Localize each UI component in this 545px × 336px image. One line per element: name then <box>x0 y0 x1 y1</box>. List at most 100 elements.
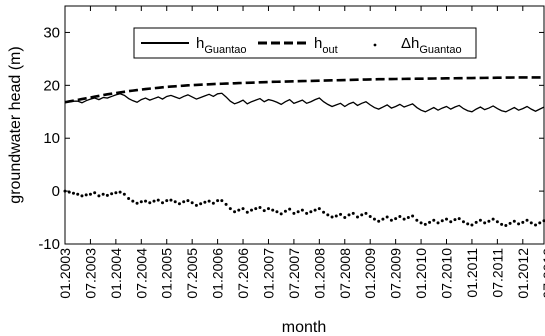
x-tick-label: 01.2003 <box>57 248 73 299</box>
data-point <box>406 216 410 220</box>
data-point <box>495 220 499 224</box>
y-tick-label: 10 <box>43 130 60 147</box>
data-point <box>169 198 173 202</box>
data-point <box>203 200 207 204</box>
data-point <box>432 218 436 222</box>
data-point <box>483 221 487 225</box>
data-point <box>470 223 474 227</box>
data-point <box>266 207 270 211</box>
data-point <box>317 207 321 211</box>
data-point <box>288 207 292 211</box>
data-point <box>402 217 406 221</box>
data-point <box>144 199 148 203</box>
data-point <box>258 206 262 210</box>
y-axis-ticks: -10 0 10 20 30 <box>38 24 544 253</box>
data-point <box>423 222 427 226</box>
data-point <box>411 214 415 218</box>
data-point <box>445 217 449 221</box>
series-layer <box>63 76 545 227</box>
x-tick-label: 07.2008 <box>337 248 353 299</box>
data-point <box>457 217 461 221</box>
data-point <box>101 192 105 196</box>
data-point <box>71 191 75 195</box>
x-tick-label: 07.2011 <box>489 248 505 298</box>
data-point <box>300 208 304 212</box>
data-point <box>334 214 338 218</box>
data-point <box>165 199 169 203</box>
data-point <box>131 199 135 203</box>
data-point <box>118 190 122 194</box>
data-point <box>377 219 381 223</box>
data-point <box>521 220 525 224</box>
data-point <box>105 193 109 197</box>
data-point <box>305 211 309 215</box>
data-point <box>449 220 453 224</box>
x-tick-label: 07.2009 <box>388 248 404 299</box>
data-point <box>330 215 334 219</box>
legend: hGuantao hout ΔhGuantao <box>133 27 477 59</box>
data-point <box>436 221 440 225</box>
data-point <box>322 210 326 214</box>
data-point <box>517 222 521 226</box>
data-point <box>296 210 300 214</box>
data-point <box>512 219 516 223</box>
data-point <box>394 217 398 221</box>
data-point <box>385 215 389 219</box>
data-point <box>372 217 376 221</box>
data-point <box>292 211 296 215</box>
series-dotted <box>63 189 545 227</box>
data-point <box>491 217 495 221</box>
data-point <box>110 192 114 196</box>
data-point <box>326 213 330 217</box>
data-point <box>237 208 241 212</box>
data-point <box>97 194 101 198</box>
data-point <box>534 223 538 227</box>
data-point <box>355 215 359 219</box>
data-point <box>283 209 287 213</box>
data-point <box>538 221 542 225</box>
data-point <box>339 212 343 216</box>
data-point <box>84 193 88 197</box>
data-point <box>271 208 275 212</box>
data-point <box>250 208 254 212</box>
data-point <box>504 223 508 227</box>
data-point <box>529 221 533 225</box>
data-point <box>194 203 198 207</box>
data-point <box>398 214 402 218</box>
data-point <box>211 201 215 205</box>
x-tick-label: 07.2003 <box>82 248 98 299</box>
data-point <box>156 198 160 202</box>
data-point <box>135 201 139 205</box>
data-point <box>381 217 385 221</box>
data-point <box>389 218 393 222</box>
data-point <box>474 220 478 224</box>
legend-entry-h-out: hout <box>314 35 338 56</box>
x-tick-label: 01.2008 <box>311 248 327 299</box>
data-point <box>148 201 152 205</box>
data-point <box>139 200 143 204</box>
data-point <box>182 200 186 204</box>
data-point <box>241 207 245 211</box>
data-point <box>199 202 203 206</box>
data-point <box>368 214 372 218</box>
data-point <box>190 201 194 205</box>
data-point <box>461 220 465 224</box>
data-point <box>351 211 355 215</box>
x-tick-label: 07.2005 <box>184 248 200 299</box>
data-point <box>440 219 444 223</box>
data-point <box>93 191 97 195</box>
x-tick-label: 01.2009 <box>362 248 378 299</box>
data-point <box>275 210 279 214</box>
data-point <box>487 219 491 223</box>
legend-entry-h-guantao: hGuantao <box>196 35 247 56</box>
data-point <box>262 209 266 213</box>
data-point <box>127 197 131 201</box>
data-point <box>220 199 224 203</box>
data-point <box>173 200 177 204</box>
data-point <box>478 218 482 222</box>
data-point <box>228 207 232 211</box>
data-point <box>508 221 512 225</box>
data-point <box>114 191 118 195</box>
data-point <box>152 199 156 203</box>
